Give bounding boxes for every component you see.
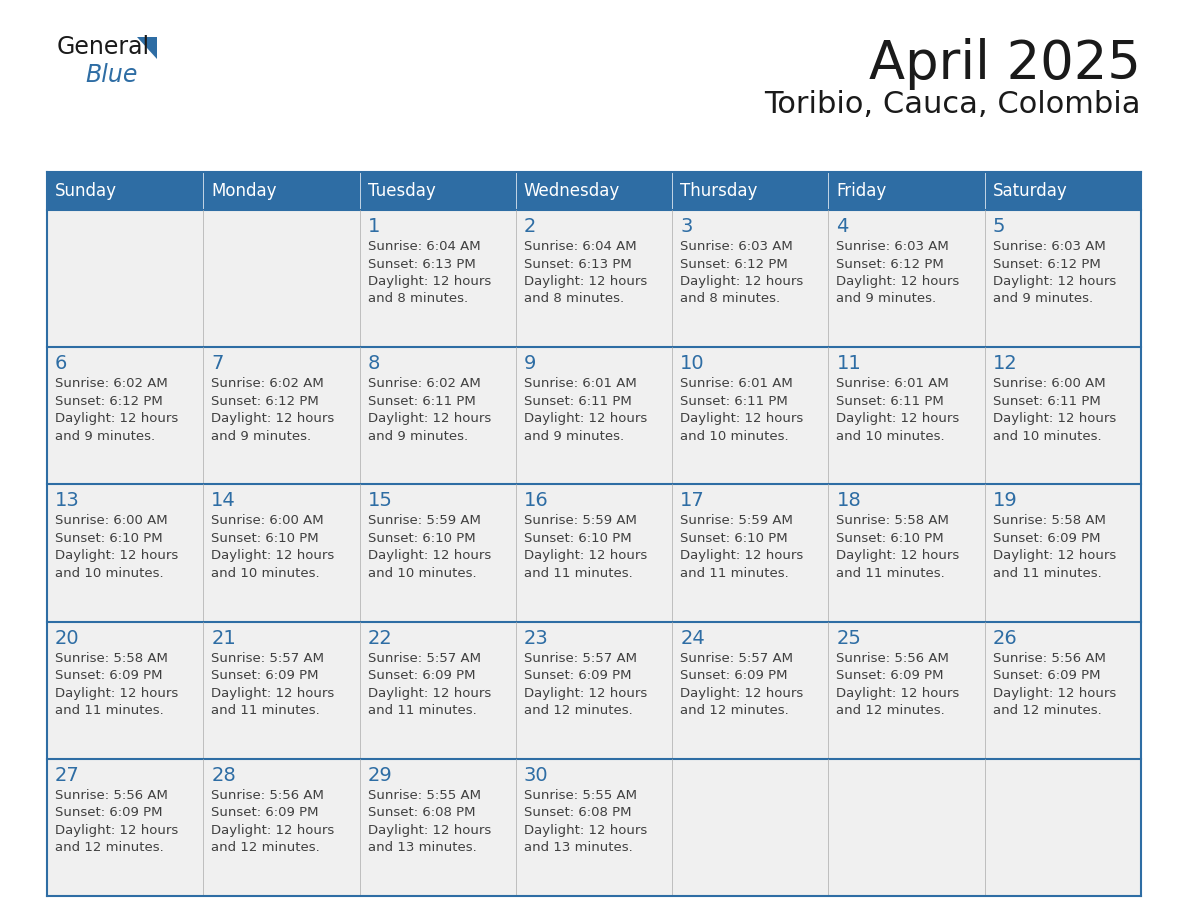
Text: Sunrise: 6:00 AM
Sunset: 6:11 PM
Daylight: 12 hours
and 10 minutes.: Sunrise: 6:00 AM Sunset: 6:11 PM Dayligh… bbox=[993, 377, 1116, 442]
Text: 18: 18 bbox=[836, 491, 861, 510]
Text: Sunrise: 5:59 AM
Sunset: 6:10 PM
Daylight: 12 hours
and 10 minutes.: Sunrise: 5:59 AM Sunset: 6:10 PM Dayligh… bbox=[367, 514, 491, 580]
Text: 29: 29 bbox=[367, 766, 392, 785]
Text: Sunday: Sunday bbox=[55, 182, 116, 200]
Text: 21: 21 bbox=[211, 629, 236, 647]
Text: Friday: Friday bbox=[836, 182, 886, 200]
Bar bbox=[48, 347, 1140, 485]
Text: Sunrise: 6:02 AM
Sunset: 6:12 PM
Daylight: 12 hours
and 9 minutes.: Sunrise: 6:02 AM Sunset: 6:12 PM Dayligh… bbox=[55, 377, 178, 442]
Text: 9: 9 bbox=[524, 354, 536, 374]
Bar bbox=[48, 621, 1140, 759]
Text: 24: 24 bbox=[681, 629, 704, 647]
Text: 20: 20 bbox=[55, 629, 80, 647]
Text: Saturday: Saturday bbox=[993, 182, 1068, 200]
Text: 17: 17 bbox=[681, 491, 704, 510]
Text: Sunrise: 5:58 AM
Sunset: 6:10 PM
Daylight: 12 hours
and 11 minutes.: Sunrise: 5:58 AM Sunset: 6:10 PM Dayligh… bbox=[836, 514, 960, 580]
Text: Toribio, Cauca, Colombia: Toribio, Cauca, Colombia bbox=[765, 90, 1140, 119]
Text: Sunrise: 5:56 AM
Sunset: 6:09 PM
Daylight: 12 hours
and 12 minutes.: Sunrise: 5:56 AM Sunset: 6:09 PM Dayligh… bbox=[993, 652, 1116, 717]
Text: Sunrise: 5:58 AM
Sunset: 6:09 PM
Daylight: 12 hours
and 11 minutes.: Sunrise: 5:58 AM Sunset: 6:09 PM Dayligh… bbox=[993, 514, 1116, 580]
Bar bbox=[48, 172, 1140, 210]
Text: 5: 5 bbox=[993, 217, 1005, 236]
Text: Sunrise: 6:03 AM
Sunset: 6:12 PM
Daylight: 12 hours
and 8 minutes.: Sunrise: 6:03 AM Sunset: 6:12 PM Dayligh… bbox=[681, 240, 803, 306]
Text: Blue: Blue bbox=[86, 63, 138, 87]
Text: Wednesday: Wednesday bbox=[524, 182, 620, 200]
Text: April 2025: April 2025 bbox=[870, 38, 1140, 90]
Text: 28: 28 bbox=[211, 766, 236, 785]
Text: Thursday: Thursday bbox=[681, 182, 758, 200]
Text: Sunrise: 5:56 AM
Sunset: 6:09 PM
Daylight: 12 hours
and 12 minutes.: Sunrise: 5:56 AM Sunset: 6:09 PM Dayligh… bbox=[836, 652, 960, 717]
Text: Sunrise: 6:01 AM
Sunset: 6:11 PM
Daylight: 12 hours
and 9 minutes.: Sunrise: 6:01 AM Sunset: 6:11 PM Dayligh… bbox=[524, 377, 647, 442]
Text: Tuesday: Tuesday bbox=[367, 182, 435, 200]
Text: Sunrise: 5:57 AM
Sunset: 6:09 PM
Daylight: 12 hours
and 12 minutes.: Sunrise: 5:57 AM Sunset: 6:09 PM Dayligh… bbox=[681, 652, 803, 717]
Text: 4: 4 bbox=[836, 217, 848, 236]
Text: Monday: Monday bbox=[211, 182, 277, 200]
Text: 16: 16 bbox=[524, 491, 549, 510]
Text: Sunrise: 6:03 AM
Sunset: 6:12 PM
Daylight: 12 hours
and 9 minutes.: Sunrise: 6:03 AM Sunset: 6:12 PM Dayligh… bbox=[836, 240, 960, 306]
Text: Sunrise: 5:55 AM
Sunset: 6:08 PM
Daylight: 12 hours
and 13 minutes.: Sunrise: 5:55 AM Sunset: 6:08 PM Dayligh… bbox=[524, 789, 647, 855]
Text: 13: 13 bbox=[55, 491, 80, 510]
Text: Sunrise: 6:04 AM
Sunset: 6:13 PM
Daylight: 12 hours
and 8 minutes.: Sunrise: 6:04 AM Sunset: 6:13 PM Dayligh… bbox=[524, 240, 647, 306]
Text: 10: 10 bbox=[681, 354, 704, 374]
Text: 15: 15 bbox=[367, 491, 392, 510]
Text: Sunrise: 6:03 AM
Sunset: 6:12 PM
Daylight: 12 hours
and 9 minutes.: Sunrise: 6:03 AM Sunset: 6:12 PM Dayligh… bbox=[993, 240, 1116, 306]
Text: General: General bbox=[57, 35, 150, 59]
Text: 22: 22 bbox=[367, 629, 392, 647]
Text: 14: 14 bbox=[211, 491, 236, 510]
Text: 2: 2 bbox=[524, 217, 536, 236]
Text: Sunrise: 5:57 AM
Sunset: 6:09 PM
Daylight: 12 hours
and 11 minutes.: Sunrise: 5:57 AM Sunset: 6:09 PM Dayligh… bbox=[211, 652, 335, 717]
Text: Sunrise: 5:58 AM
Sunset: 6:09 PM
Daylight: 12 hours
and 11 minutes.: Sunrise: 5:58 AM Sunset: 6:09 PM Dayligh… bbox=[55, 652, 178, 717]
Text: Sunrise: 6:04 AM
Sunset: 6:13 PM
Daylight: 12 hours
and 8 minutes.: Sunrise: 6:04 AM Sunset: 6:13 PM Dayligh… bbox=[367, 240, 491, 306]
Text: 26: 26 bbox=[993, 629, 1017, 647]
Text: 30: 30 bbox=[524, 766, 549, 785]
Text: 23: 23 bbox=[524, 629, 549, 647]
Text: 8: 8 bbox=[367, 354, 380, 374]
Text: Sunrise: 6:02 AM
Sunset: 6:12 PM
Daylight: 12 hours
and 9 minutes.: Sunrise: 6:02 AM Sunset: 6:12 PM Dayligh… bbox=[211, 377, 335, 442]
Text: Sunrise: 6:00 AM
Sunset: 6:10 PM
Daylight: 12 hours
and 10 minutes.: Sunrise: 6:00 AM Sunset: 6:10 PM Dayligh… bbox=[211, 514, 335, 580]
Bar bbox=[48, 210, 1140, 347]
Bar bbox=[48, 485, 1140, 621]
Text: Sunrise: 5:55 AM
Sunset: 6:08 PM
Daylight: 12 hours
and 13 minutes.: Sunrise: 5:55 AM Sunset: 6:08 PM Dayligh… bbox=[367, 789, 491, 855]
Text: Sunrise: 6:00 AM
Sunset: 6:10 PM
Daylight: 12 hours
and 10 minutes.: Sunrise: 6:00 AM Sunset: 6:10 PM Dayligh… bbox=[55, 514, 178, 580]
Text: Sunrise: 6:01 AM
Sunset: 6:11 PM
Daylight: 12 hours
and 10 minutes.: Sunrise: 6:01 AM Sunset: 6:11 PM Dayligh… bbox=[836, 377, 960, 442]
Text: Sunrise: 6:02 AM
Sunset: 6:11 PM
Daylight: 12 hours
and 9 minutes.: Sunrise: 6:02 AM Sunset: 6:11 PM Dayligh… bbox=[367, 377, 491, 442]
Text: 3: 3 bbox=[681, 217, 693, 236]
Text: 7: 7 bbox=[211, 354, 223, 374]
Text: 11: 11 bbox=[836, 354, 861, 374]
Bar bbox=[48, 759, 1140, 896]
Text: Sunrise: 5:56 AM
Sunset: 6:09 PM
Daylight: 12 hours
and 12 minutes.: Sunrise: 5:56 AM Sunset: 6:09 PM Dayligh… bbox=[211, 789, 335, 855]
Text: Sunrise: 6:01 AM
Sunset: 6:11 PM
Daylight: 12 hours
and 10 minutes.: Sunrise: 6:01 AM Sunset: 6:11 PM Dayligh… bbox=[681, 377, 803, 442]
Text: 25: 25 bbox=[836, 629, 861, 647]
Text: 1: 1 bbox=[367, 217, 380, 236]
Polygon shape bbox=[137, 37, 157, 59]
Text: Sunrise: 5:57 AM
Sunset: 6:09 PM
Daylight: 12 hours
and 11 minutes.: Sunrise: 5:57 AM Sunset: 6:09 PM Dayligh… bbox=[367, 652, 491, 717]
Text: 19: 19 bbox=[993, 491, 1017, 510]
Text: 6: 6 bbox=[55, 354, 68, 374]
Text: Sunrise: 5:59 AM
Sunset: 6:10 PM
Daylight: 12 hours
and 11 minutes.: Sunrise: 5:59 AM Sunset: 6:10 PM Dayligh… bbox=[524, 514, 647, 580]
Text: Sunrise: 5:57 AM
Sunset: 6:09 PM
Daylight: 12 hours
and 12 minutes.: Sunrise: 5:57 AM Sunset: 6:09 PM Dayligh… bbox=[524, 652, 647, 717]
Text: Sunrise: 5:59 AM
Sunset: 6:10 PM
Daylight: 12 hours
and 11 minutes.: Sunrise: 5:59 AM Sunset: 6:10 PM Dayligh… bbox=[681, 514, 803, 580]
Text: 27: 27 bbox=[55, 766, 80, 785]
Text: Sunrise: 5:56 AM
Sunset: 6:09 PM
Daylight: 12 hours
and 12 minutes.: Sunrise: 5:56 AM Sunset: 6:09 PM Dayligh… bbox=[55, 789, 178, 855]
Text: 12: 12 bbox=[993, 354, 1017, 374]
